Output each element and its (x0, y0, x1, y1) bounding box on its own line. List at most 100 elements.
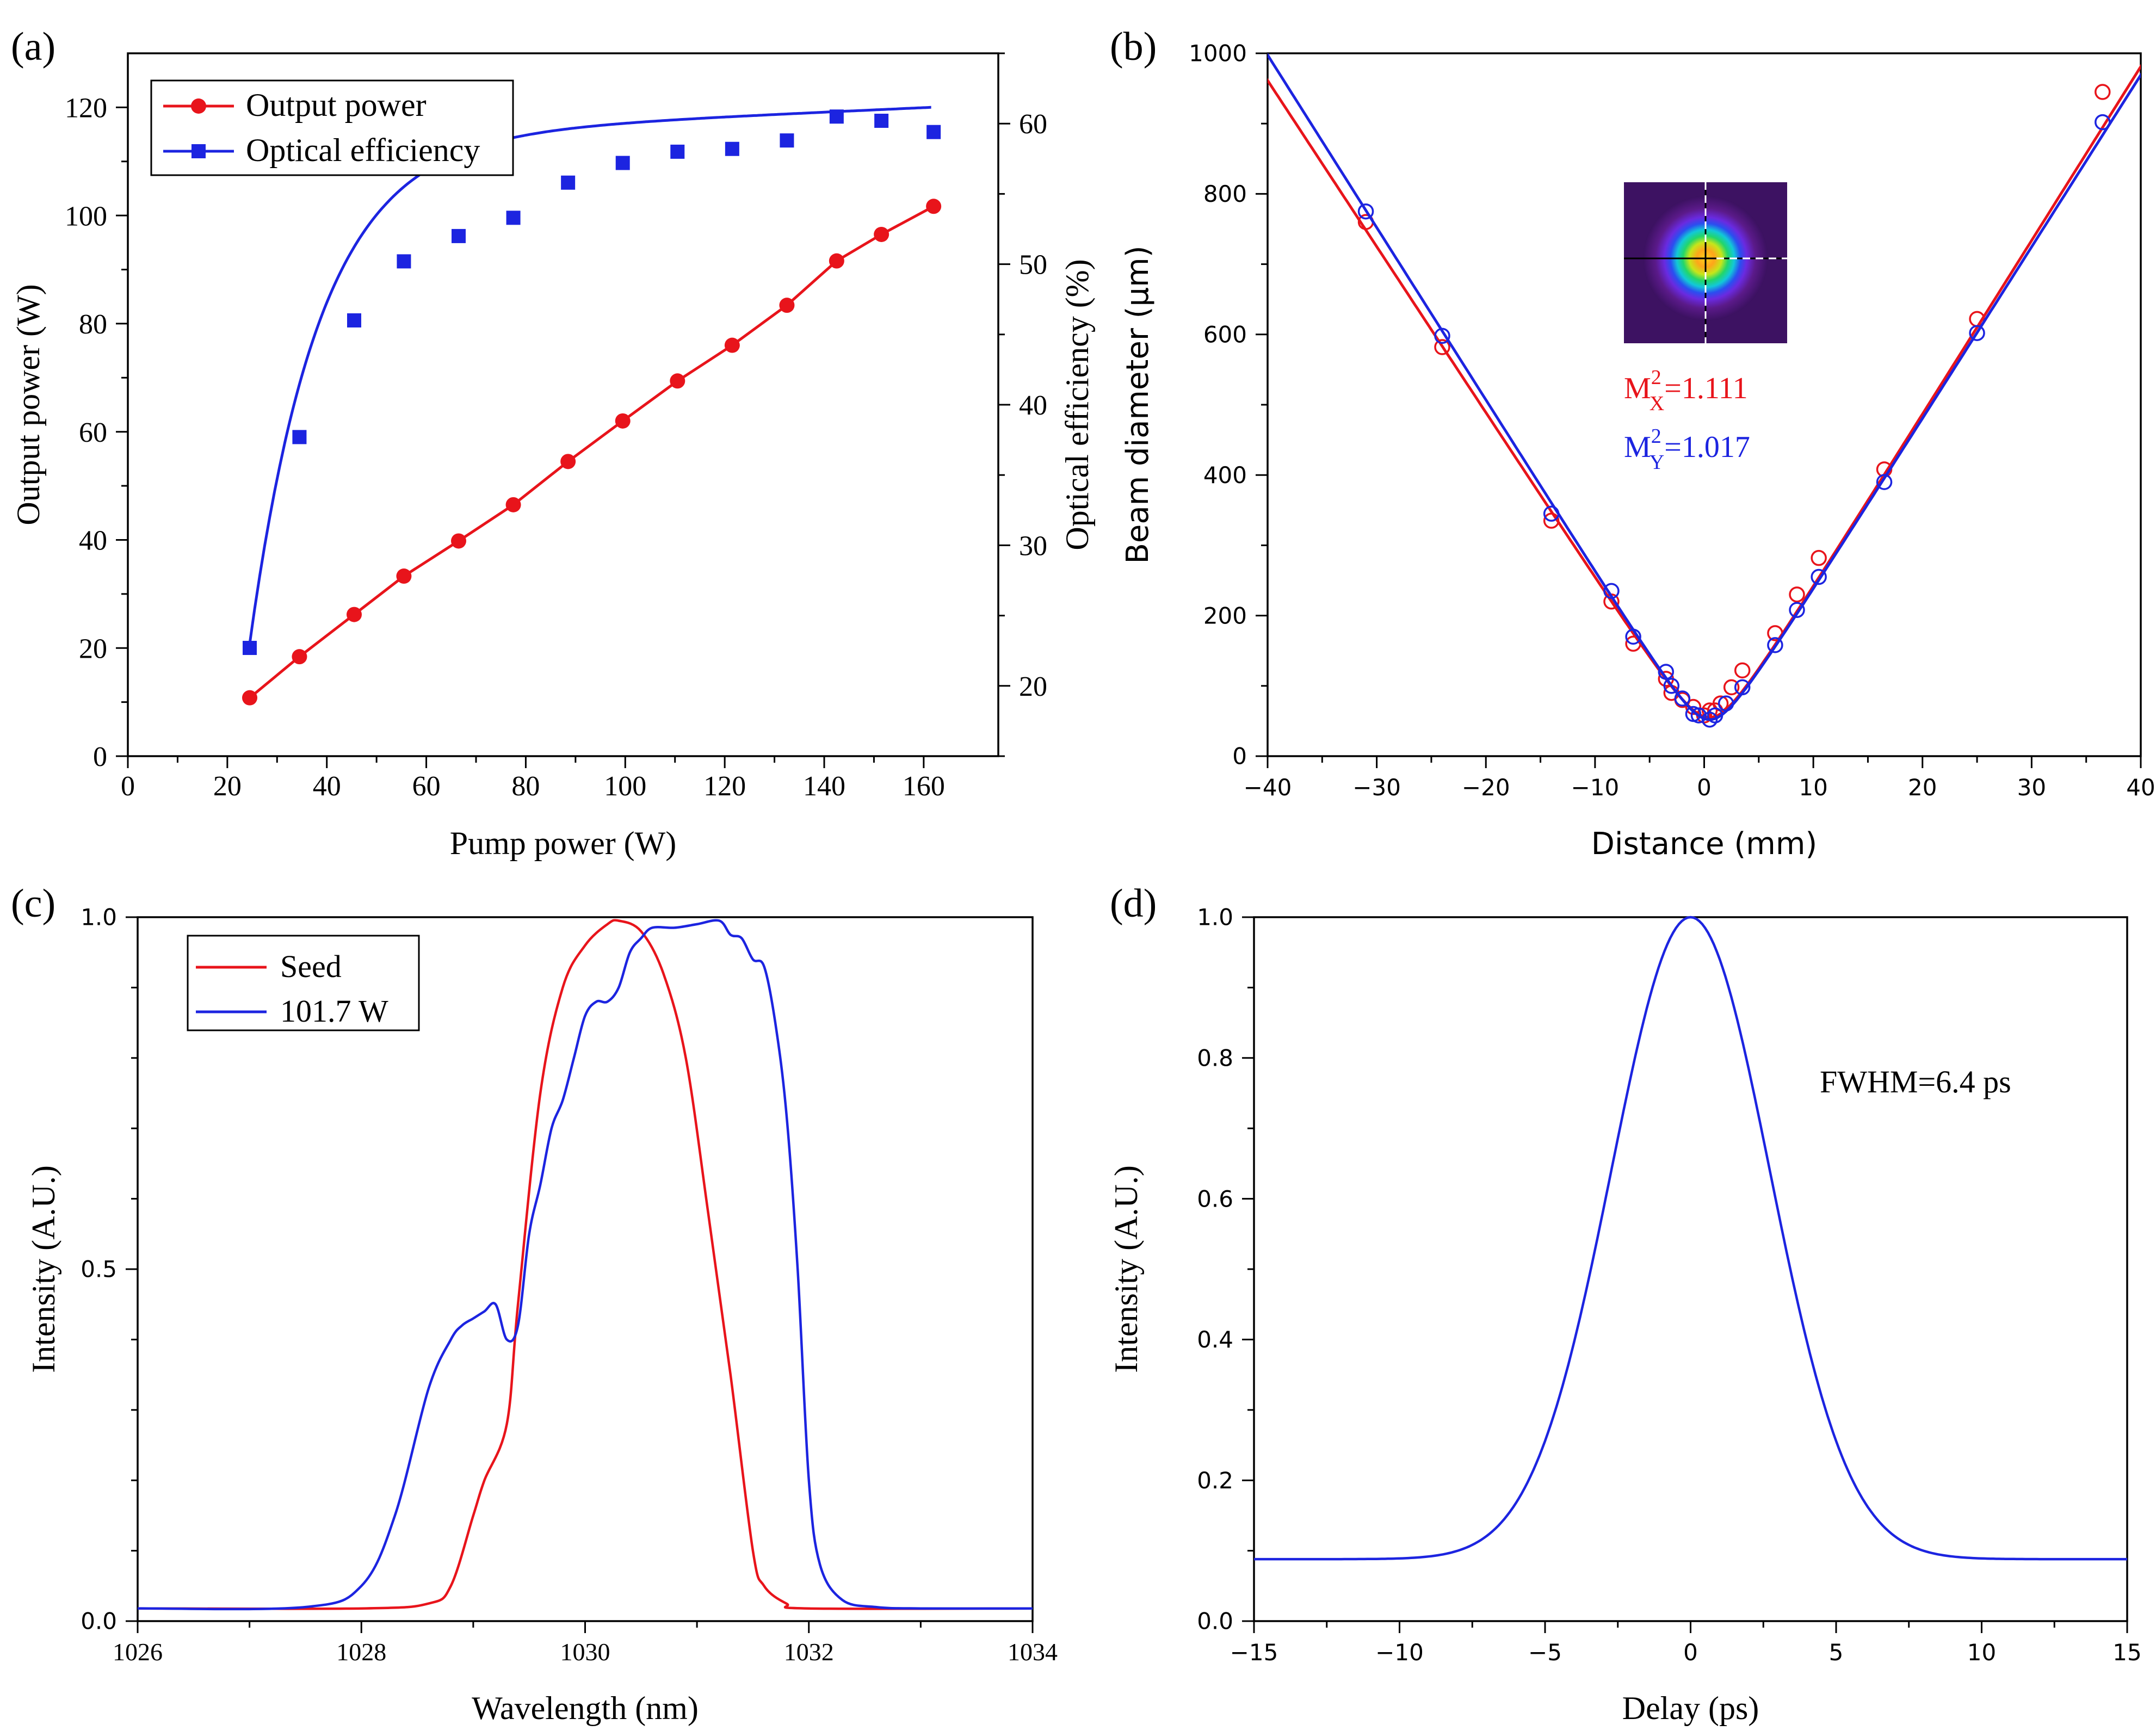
efficiency-fit-line (248, 106, 931, 644)
x-tick-label: 1030 (560, 1638, 610, 1666)
x-tick-label: −10 (1571, 774, 1620, 801)
y-tick-label: 0.2 (1197, 1467, 1233, 1494)
panel-label: (d) (1110, 881, 1157, 926)
data-point (1434, 339, 1450, 355)
x-tick-label: 5 (1829, 1639, 1844, 1666)
efficiency-point (561, 175, 576, 190)
data-point (1663, 678, 1680, 694)
efficiency-point (874, 114, 889, 128)
x-tick-label: 40 (2126, 774, 2155, 801)
data-point (1767, 625, 1783, 641)
data-point (1658, 664, 1675, 680)
efficiency-point (725, 141, 739, 156)
legend-label: Optical efficiency (246, 132, 480, 168)
efficiency-point (926, 125, 941, 139)
m2-annotation: M2 Y=1.017 (1624, 425, 1750, 474)
legend-marker (191, 144, 206, 158)
x-tick-label: −15 (1230, 1639, 1278, 1666)
data-point (1357, 203, 1374, 220)
data-point (1625, 628, 1641, 645)
y-tick-label: 120 (65, 93, 107, 124)
output-power-point (874, 226, 889, 242)
data-point (1789, 586, 1805, 603)
output-power-point (724, 337, 740, 353)
legend-label: Output power (246, 87, 427, 123)
y-tick-label: 200 (1203, 602, 1247, 629)
x-tick-label: 120 (703, 771, 746, 802)
spectrum-line (137, 919, 1033, 1610)
y-tick-label: 1.0 (1197, 904, 1233, 931)
x-tick-label: 160 (903, 771, 945, 802)
y2-tick-label: 60 (1019, 109, 1047, 140)
x-tick-label: 0 (121, 771, 135, 802)
efficiency-point (506, 211, 521, 225)
y-tick-label: 0.4 (1197, 1326, 1233, 1353)
data-point (1767, 637, 1783, 653)
data-point (1789, 602, 1805, 619)
data-point (1876, 474, 1893, 490)
x-tick-label: −30 (1352, 774, 1401, 801)
y-axis-label: Intensity (A.U.) (1108, 1165, 1144, 1373)
data-point (1718, 695, 1734, 712)
data-point (1690, 707, 1707, 724)
x-axis-label: Delay (ps) (1622, 1690, 1759, 1726)
y-tick-label: 0 (93, 741, 107, 772)
y-tick-label: 80 (79, 309, 107, 340)
y2-tick-label: 20 (1019, 671, 1047, 702)
output-power-point (560, 454, 576, 469)
data-point (1543, 512, 1560, 529)
chart-c: 1026 1028 1030 1032 1034 0.0 0.5 1.0 Wavelength … (26, 904, 1058, 1726)
efficiency-point (780, 133, 794, 148)
y2-tick-label: 40 (1019, 390, 1047, 421)
x-tick-label: 20 (1908, 774, 1937, 801)
spectrum-line (137, 919, 1033, 1611)
efficiency-point (829, 109, 844, 124)
x-tick-label: 60 (412, 771, 441, 802)
m2-annotation: M2 X=1.111 (1624, 366, 1748, 415)
data-point (1543, 505, 1560, 522)
x-tick-label: 100 (604, 771, 646, 802)
x-tick-label: 80 (511, 771, 540, 802)
chart-d: −15 −10 −5 0 5 10 15 0.0 0.2 0.4 0.6 0.8 1.0 Delay (p… (1108, 904, 2142, 1726)
y-tick-label: 0.8 (1197, 1045, 1233, 1072)
output-power-line (249, 205, 935, 699)
legend-box (187, 935, 420, 1031)
data-point (2095, 114, 2111, 131)
data-point (1811, 568, 1827, 585)
output-power-point (829, 253, 844, 269)
x-tick-label: 40 (313, 771, 341, 802)
x-tick-label: −40 (1244, 774, 1292, 801)
x-tick-label: 140 (803, 771, 845, 802)
y-axis-label: Beam diameter (μm) (1120, 245, 1156, 564)
y-tick-label: 60 (79, 417, 107, 448)
output-power-point (451, 533, 466, 549)
output-power-point (505, 497, 521, 512)
x-tick-label: 10 (1799, 774, 1827, 801)
chart-b: −40 −30 −20 −10 0 10 20 30 4002004006008001000Di… (1120, 40, 2155, 862)
efficiency-point (670, 144, 685, 159)
output-power-point (347, 607, 362, 622)
data-point (1969, 325, 1985, 341)
data-point (1707, 707, 1723, 724)
efficiency-point (243, 641, 257, 656)
x-axis-label: Wavelength (nm) (472, 1690, 699, 1726)
y-tick-label: 1.0 (81, 904, 117, 931)
x-tick-label: 1026 (113, 1638, 163, 1666)
y2-tick-label: 30 (1019, 530, 1047, 561)
x-tick-label: 30 (2017, 774, 2046, 801)
data-point (1625, 635, 1641, 652)
x-tick-label: 20 (213, 771, 242, 802)
panel-label: (c) (11, 881, 55, 926)
beam-profile-inset (1624, 182, 1787, 343)
y-tick-label: 0.5 (81, 1256, 117, 1283)
y-axis-label: Output power (W) (10, 284, 46, 525)
x-tick-label: 1032 (784, 1638, 834, 1666)
x-tick-label: 15 (2112, 1639, 2141, 1666)
y-tick-label: 0 (1232, 743, 1247, 770)
data-point (1734, 679, 1751, 696)
x-axis-label: Distance (mm) (1591, 826, 1817, 862)
data-point (1723, 679, 1740, 696)
y-tick-label: 40 (79, 526, 107, 557)
output-power-point (292, 649, 307, 665)
